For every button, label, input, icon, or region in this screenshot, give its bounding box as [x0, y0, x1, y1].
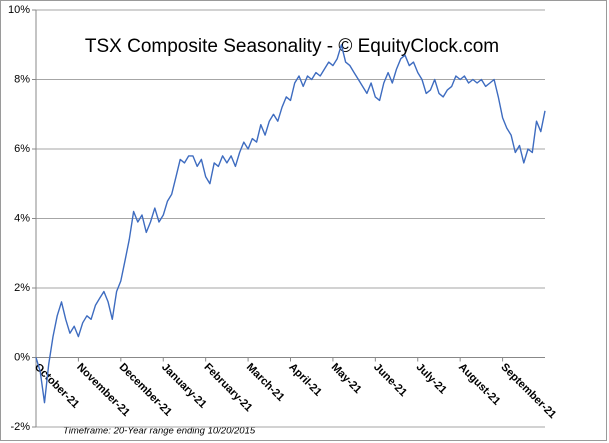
y-tick-label: -2% [10, 421, 30, 433]
y-tick-label: 6% [14, 143, 30, 155]
chart-title: TSX Composite Seasonality - © EquityCloc… [85, 36, 499, 57]
y-tick-label: 10% [8, 4, 30, 16]
y-tick-label: 0% [14, 351, 30, 363]
y-tick-label: 2% [14, 282, 30, 294]
y-tick-label: 4% [14, 212, 30, 224]
line-series [35, 44, 546, 404]
y-tick-label: 8% [14, 73, 30, 85]
footnote: Timeframe: 20-Year range ending 10/20/20… [63, 426, 256, 437]
